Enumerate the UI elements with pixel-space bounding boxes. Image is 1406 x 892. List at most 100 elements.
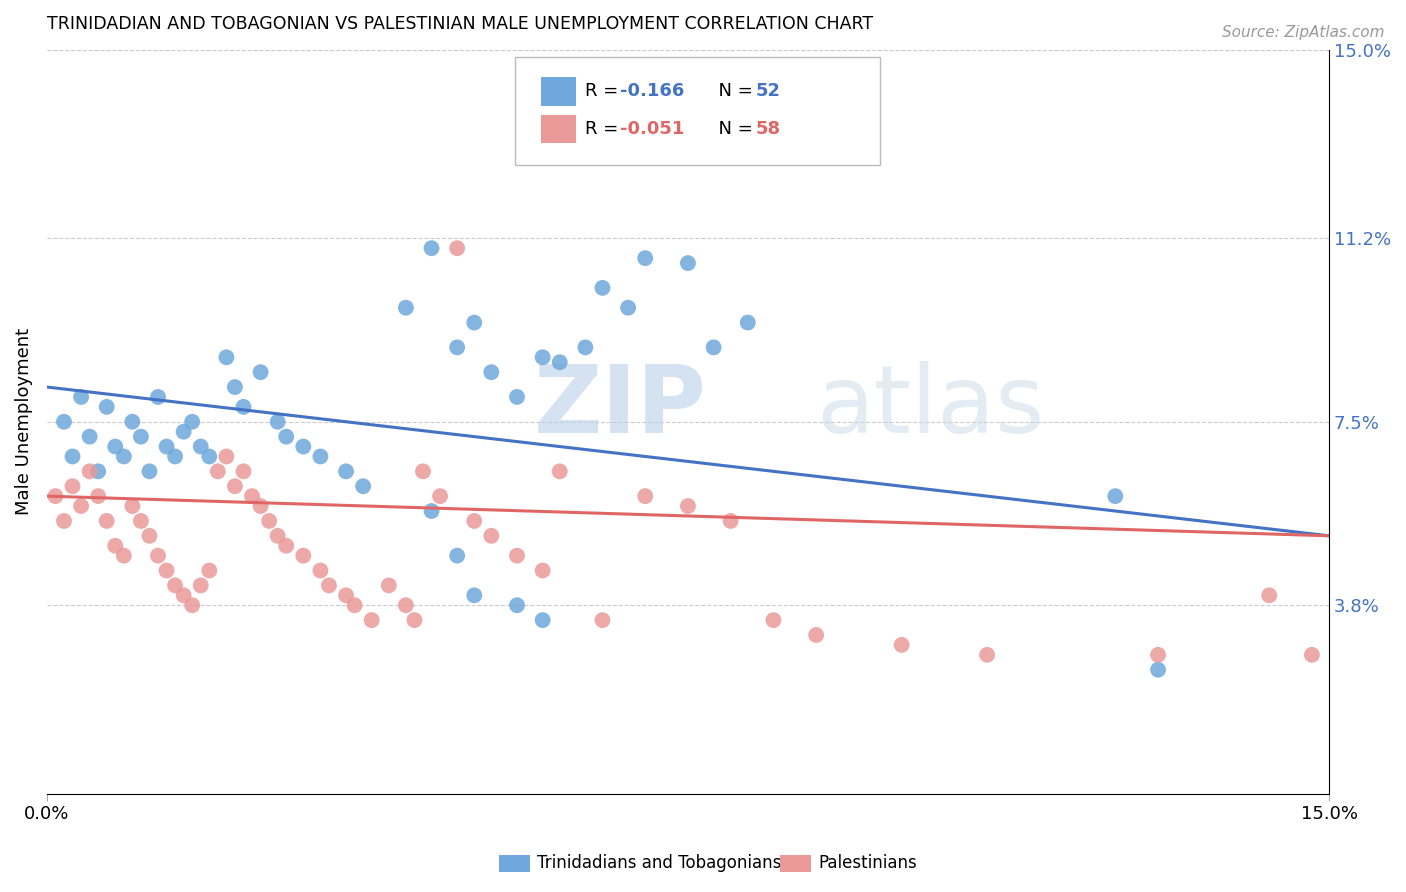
Point	[257, 514, 280, 528]
Point	[79, 429, 101, 443]
Point	[96, 514, 118, 528]
Point	[181, 599, 204, 613]
Point	[87, 464, 110, 478]
Point	[404, 613, 426, 627]
Point	[173, 425, 195, 439]
Point	[343, 599, 366, 613]
Point	[574, 340, 596, 354]
Text: R =: R =	[585, 82, 624, 101]
Point	[762, 613, 785, 627]
Point	[720, 514, 742, 528]
Point	[104, 539, 127, 553]
Point	[224, 380, 246, 394]
Point	[266, 415, 288, 429]
Point	[634, 489, 657, 503]
Point	[446, 549, 468, 563]
Text: R =: R =	[585, 120, 624, 137]
Text: ZIP: ZIP	[534, 361, 707, 453]
Point	[87, 489, 110, 503]
Point	[146, 390, 169, 404]
Point	[129, 429, 152, 443]
Point	[378, 578, 401, 592]
Point	[479, 529, 502, 543]
Point	[198, 450, 221, 464]
Point	[676, 499, 699, 513]
Point	[634, 251, 657, 265]
Point	[129, 514, 152, 528]
Text: TRINIDADIAN AND TOBAGONIAN VS PALESTINIAN MALE UNEMPLOYMENT CORRELATION CHART: TRINIDADIAN AND TOBAGONIAN VS PALESTINIA…	[46, 15, 873, 33]
FancyBboxPatch shape	[540, 78, 576, 105]
Point	[890, 638, 912, 652]
Text: -0.166: -0.166	[620, 82, 685, 101]
Point	[531, 613, 554, 627]
Text: Source: ZipAtlas.com: Source: ZipAtlas.com	[1222, 25, 1385, 40]
Point	[420, 504, 443, 518]
Text: N =: N =	[707, 120, 759, 137]
Point	[446, 241, 468, 255]
Point	[240, 489, 263, 503]
Point	[292, 440, 315, 454]
Point	[592, 613, 614, 627]
Text: 52: 52	[756, 82, 780, 101]
Point	[165, 578, 187, 592]
Point	[506, 390, 529, 404]
Point	[292, 549, 315, 563]
Point	[44, 489, 66, 503]
Point	[190, 578, 212, 592]
Text: Palestinians: Palestinians	[818, 855, 917, 872]
Point	[395, 301, 418, 315]
Point	[1258, 588, 1281, 602]
Point	[1147, 648, 1170, 662]
Text: N =: N =	[707, 82, 759, 101]
Point	[146, 549, 169, 563]
Point	[190, 440, 212, 454]
Point	[96, 400, 118, 414]
Point	[224, 479, 246, 493]
Point	[276, 539, 298, 553]
Point	[198, 564, 221, 578]
Point	[138, 529, 160, 543]
Text: Trinidadians and Tobagonians: Trinidadians and Tobagonians	[537, 855, 782, 872]
Point	[1147, 663, 1170, 677]
Point	[173, 588, 195, 602]
Point	[506, 549, 529, 563]
Point	[181, 415, 204, 429]
Point	[617, 301, 640, 315]
Point	[165, 450, 187, 464]
Point	[548, 464, 571, 478]
Point	[352, 479, 374, 493]
Point	[249, 365, 271, 379]
Point	[309, 564, 332, 578]
Point	[121, 499, 143, 513]
Point	[420, 241, 443, 255]
Point	[112, 450, 135, 464]
Point	[155, 564, 177, 578]
FancyBboxPatch shape	[540, 114, 576, 143]
Point	[676, 256, 699, 270]
Point	[104, 440, 127, 454]
Point	[112, 549, 135, 563]
Point	[70, 390, 93, 404]
Point	[62, 479, 84, 493]
Text: -0.051: -0.051	[620, 120, 685, 137]
Point	[138, 464, 160, 478]
Point	[155, 440, 177, 454]
Point	[232, 400, 254, 414]
Point	[703, 340, 725, 354]
Point	[463, 316, 485, 330]
Point	[207, 464, 229, 478]
Point	[804, 628, 827, 642]
Point	[276, 429, 298, 443]
Point	[412, 464, 434, 478]
Point	[79, 464, 101, 478]
Point	[479, 365, 502, 379]
Point	[318, 578, 340, 592]
Point	[446, 340, 468, 354]
Point	[215, 351, 238, 365]
Point	[463, 514, 485, 528]
Point	[976, 648, 998, 662]
Point	[335, 464, 357, 478]
Point	[395, 599, 418, 613]
Point	[360, 613, 382, 627]
Point	[335, 588, 357, 602]
